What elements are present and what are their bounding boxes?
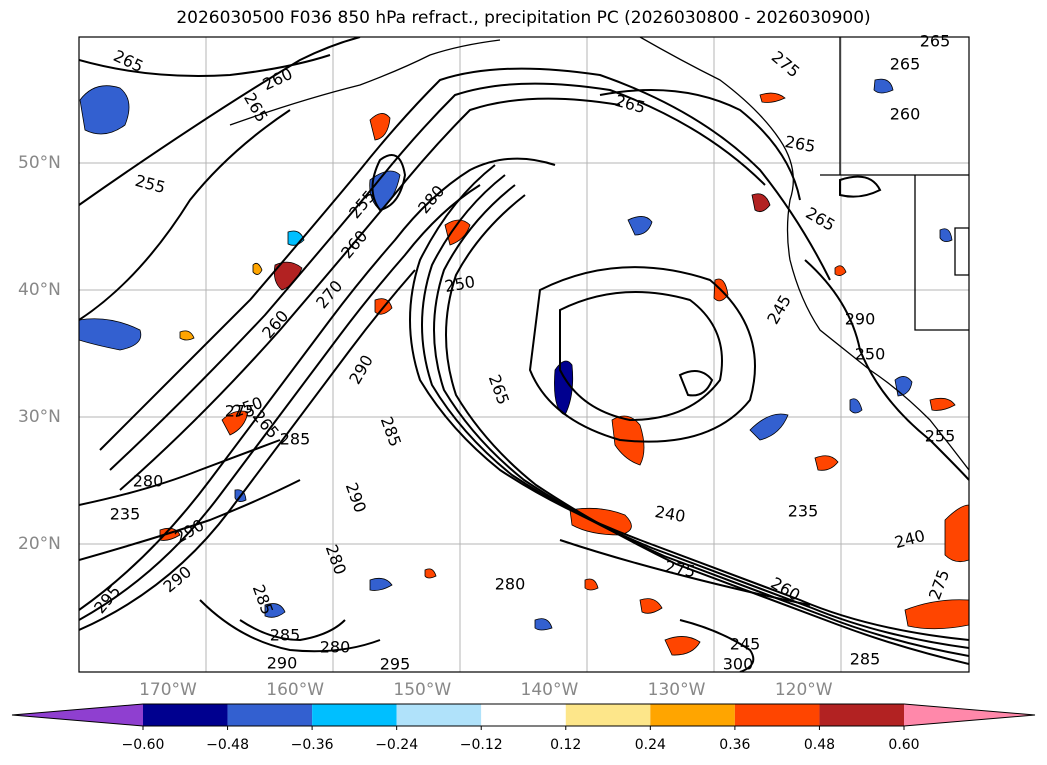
pos-patch-13 — [639, 598, 663, 614]
pos-patch-8 — [369, 113, 391, 141]
pos-patch-3 — [904, 599, 969, 630]
pos-patch-12 — [664, 636, 701, 656]
colorbar-tick-label: 0.60 — [888, 737, 920, 753]
colorbar-cell — [143, 704, 228, 726]
colorbar-tick-label: 0.48 — [803, 737, 836, 753]
map-title: 2026030500 F036 850 hPa refract., precip… — [176, 8, 871, 28]
pos-patch-21 — [179, 330, 195, 341]
colorbar-cell — [227, 704, 313, 726]
colorbar-cell — [734, 704, 820, 726]
colorbar-extend-low — [12, 704, 143, 726]
colorbar-tick-label: −0.48 — [206, 737, 249, 753]
contour-label: 290 — [845, 310, 876, 329]
map-frame — [78, 36, 970, 673]
neg-patch-4 — [554, 360, 574, 416]
longitude-tick-label: 170°W — [139, 680, 197, 700]
contour-label: 280 — [495, 575, 526, 594]
refractivity-contours — [79, 37, 969, 672]
contour-label: 295 — [380, 655, 411, 674]
colorbar-cell — [819, 704, 904, 726]
contour-label: 275 — [225, 402, 256, 421]
contour-label: 245 — [730, 635, 761, 654]
neg-patch-6 — [749, 413, 789, 441]
latitude-tick-label: 20°N — [18, 534, 61, 554]
colorbar-tick-label: −0.12 — [459, 737, 503, 753]
neg-patch-10 — [264, 603, 286, 618]
contour-label: 235 — [788, 502, 819, 521]
colorbar-tick-label: 0.36 — [719, 737, 751, 753]
pos-patch-9 — [751, 193, 771, 213]
contour-label: 285 — [850, 650, 881, 669]
longitude-tick-label: 130°W — [647, 680, 706, 700]
latitude-tick-label: 40°N — [18, 280, 61, 300]
contour-label: 235 — [110, 505, 141, 524]
colorbar-cell — [481, 704, 566, 726]
neg-patch-13 — [849, 398, 863, 414]
neg-patch-11 — [369, 577, 393, 591]
neg-patch-12 — [534, 618, 553, 631]
contour-label: 285 — [280, 430, 311, 449]
longitude-tick-label: 150°W — [393, 680, 452, 700]
pos-patch-14 — [759, 92, 786, 103]
colorbar-cell — [565, 704, 651, 726]
coastlines — [229, 37, 969, 471]
pos-patch-16 — [929, 397, 956, 411]
pos-patch-18 — [424, 568, 437, 579]
contour-label: 280 — [320, 638, 351, 657]
colorbar-cell — [396, 704, 482, 726]
contour-label: 300 — [723, 655, 754, 674]
contour-label: 280 — [133, 472, 164, 491]
colorbar-cell — [650, 704, 735, 726]
longitude-tick-label: 140°W — [520, 680, 579, 700]
pos-patch-4 — [944, 504, 969, 563]
pos-patch-6 — [221, 410, 249, 436]
contour-label: 285 — [270, 626, 301, 645]
neg-patch-nw — [79, 85, 130, 135]
colorbar-tick-label: −0.60 — [121, 737, 165, 753]
colorbar-tick-label: −0.24 — [375, 737, 419, 753]
colorbar-tick-label: 0.12 — [550, 737, 582, 753]
neg-patch-8 — [873, 78, 894, 94]
neg-patch-w — [79, 318, 142, 351]
colorbar-cell — [312, 704, 397, 726]
contour-label: 260 — [890, 105, 921, 124]
pos-patch-20 — [252, 262, 263, 275]
pos-patch-22 — [834, 265, 847, 276]
colorbar-tick-label: −0.36 — [290, 737, 334, 753]
contour-label: 255 — [925, 427, 956, 446]
contour-label: 265 — [920, 32, 951, 51]
neg-patch-5 — [627, 216, 653, 236]
neg-patch-15 — [939, 228, 953, 242]
contour-label: 265 — [890, 55, 921, 74]
pos-patch-19 — [584, 578, 599, 591]
colorbar-tick-label: 0.24 — [634, 737, 666, 753]
pos-patch-7 — [444, 219, 471, 246]
latitude-tick-label: 50°N — [18, 153, 61, 173]
colorbar-extend-high — [904, 704, 1035, 726]
contour-label: 250 — [855, 345, 886, 364]
contour-label: 290 — [267, 654, 298, 673]
longitude-tick-label: 160°W — [266, 680, 325, 700]
pos-patch-11 — [814, 455, 839, 471]
latitude-tick-label: 30°N — [18, 407, 61, 427]
longitude-tick-label: 120°W — [774, 680, 833, 700]
